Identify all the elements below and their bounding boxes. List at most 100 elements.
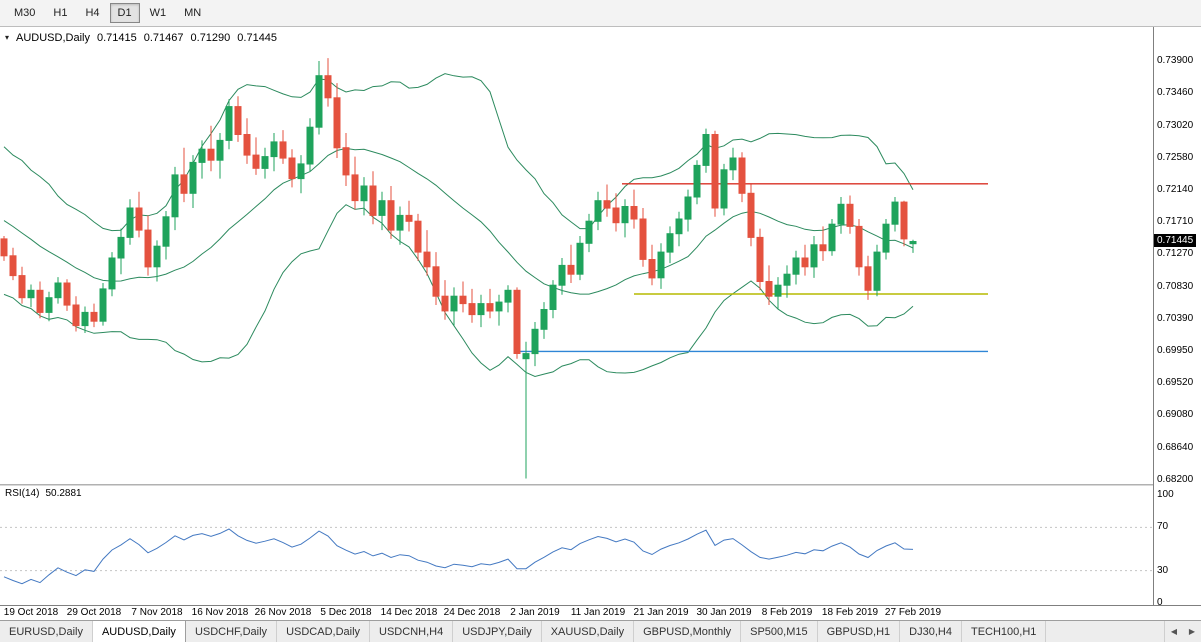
chart-menu-icon[interactable]: ▾ — [5, 33, 10, 42]
timeframe-button-h1[interactable]: H1 — [53, 7, 68, 19]
candle-body — [333, 97, 341, 149]
candle-body — [666, 233, 674, 253]
timeframe-bar: M30 H1 H4 D1 W1 MN — [0, 0, 1201, 27]
rsi-axis-label: 30 — [1157, 565, 1169, 576]
candle-body — [396, 214, 404, 231]
chart-tab-usdcnh-h4[interactable]: USDCNH,H4 — [370, 621, 454, 642]
candle-body — [342, 147, 350, 176]
chart-canvas[interactable] — [0, 27, 1153, 605]
candle-body — [180, 174, 188, 194]
price-axis-label: 0.69520 — [1157, 377, 1194, 388]
candle-body — [576, 242, 584, 275]
time-axis-label: 26 Nov 2018 — [254, 607, 312, 618]
candle-body — [549, 284, 557, 311]
price-axis-label: 0.72140 — [1157, 184, 1194, 195]
candle-body — [9, 255, 17, 277]
time-axis-label: 21 Jan 2019 — [633, 607, 689, 618]
candle-body — [540, 309, 548, 330]
price-axis-label: 0.71710 — [1157, 216, 1194, 227]
price-axis-label: 0.72580 — [1157, 152, 1194, 163]
time-axis-label: 19 Oct 2018 — [3, 607, 59, 618]
chart-tab-usdchf-daily[interactable]: USDCHF,Daily — [186, 621, 278, 642]
chart-tab-xauusd-daily[interactable]: XAUUSD,Daily — [542, 621, 635, 642]
candle-body — [225, 106, 233, 141]
chart-high: 0.71467 — [143, 32, 184, 44]
candle-body — [630, 206, 638, 220]
timeframe-button-mn[interactable]: MN — [184, 7, 202, 19]
chart-tab-sp500-m15[interactable]: SP500,M15 — [741, 621, 818, 642]
chart-tab-usdcad-daily[interactable]: USDCAD,Daily — [277, 621, 371, 642]
price-axis-label: 0.70830 — [1157, 281, 1194, 292]
price-axis-label: 0.69950 — [1157, 345, 1194, 356]
timeframe-button-w1[interactable]: W1 — [149, 7, 167, 19]
candle-body — [675, 218, 683, 235]
candle-body — [468, 303, 476, 316]
candle-body — [801, 257, 809, 268]
rsi-value: 50.2881 — [45, 488, 82, 499]
time-axis-label: 11 Jan 2019 — [570, 607, 626, 618]
chart-tab-gbpusd-h1[interactable]: GBPUSD,H1 — [818, 621, 901, 642]
price-axis[interactable]: 0.71445 0.73900 0.73460 0.73020 0.72580 0.72… — [1153, 27, 1201, 608]
candle-body — [54, 282, 62, 299]
candle-body — [837, 203, 845, 225]
time-axis-label: 2 Jan 2019 — [510, 607, 560, 618]
chart-tab-eurusd-daily[interactable]: EURUSD,Daily — [0, 621, 93, 642]
time-axis-label: 16 Nov 2018 — [191, 607, 249, 618]
candle-body — [99, 288, 107, 322]
candle-body — [36, 289, 44, 313]
candle-body — [243, 134, 251, 156]
candle-body — [738, 157, 746, 194]
candle-body — [45, 297, 53, 313]
chart-tab-tech100-h1[interactable]: TECH100,H1 — [962, 621, 1047, 642]
price-axis-label: 0.70390 — [1157, 313, 1194, 324]
candle-body — [378, 200, 386, 216]
candle-body — [756, 236, 764, 282]
candle-body — [162, 216, 170, 247]
pane-splitter[interactable] — [0, 484, 1153, 486]
rsi-axis-label: 100 — [1157, 489, 1174, 500]
candle-body — [702, 134, 710, 166]
candle-body — [513, 289, 521, 354]
candle-body — [216, 139, 224, 161]
timeframe-button-h4[interactable]: H4 — [85, 7, 100, 19]
candle-body — [828, 223, 836, 252]
candle-body — [711, 134, 719, 209]
candle-body — [612, 207, 620, 224]
chart-header: ▾ AUDUSD,Daily 0.71415 0.71467 0.71290 0… — [5, 32, 277, 44]
candle-body — [810, 244, 818, 268]
current-price-badge: 0.71445 — [1154, 234, 1197, 247]
candle-body — [171, 174, 179, 218]
chart-low: 0.71290 — [190, 32, 231, 44]
candle-body — [324, 75, 332, 99]
chart-tab-usdjpy-daily[interactable]: USDJPY,Daily — [453, 621, 542, 642]
candle-body — [486, 303, 494, 312]
price-axis-label: 0.73460 — [1157, 87, 1194, 98]
candle-body — [648, 259, 656, 279]
candle-body — [774, 284, 782, 297]
candle-body — [306, 126, 314, 165]
candle-body — [729, 157, 737, 171]
candle-body — [747, 192, 755, 238]
chart-tab-audusd-daily[interactable]: AUDUSD,Daily — [92, 621, 186, 642]
time-axis-label: 30 Jan 2019 — [696, 607, 752, 618]
time-axis-label: 14 Dec 2018 — [380, 607, 438, 618]
timeframe-button-m30[interactable]: M30 — [14, 7, 36, 19]
candle-body — [846, 203, 854, 227]
timeframe-button-d1[interactable]: D1 — [109, 3, 140, 23]
time-axis-label: 8 Feb 2019 — [761, 607, 813, 618]
chart-tab-gbpusd-monthly[interactable]: GBPUSD,Monthly — [634, 621, 742, 642]
candle-body — [900, 201, 908, 240]
candle-body — [153, 245, 161, 268]
time-axis-label: 5 Dec 2018 — [320, 607, 372, 618]
candle-body — [234, 106, 242, 135]
chart-open: 0.71415 — [96, 32, 137, 44]
rsi-name: RSI(14) — [5, 488, 40, 499]
tab-scroll-left-icon[interactable]: ◀ — [1170, 627, 1178, 636]
chart-tab-dj30-h4[interactable]: DJ30,H4 — [900, 621, 962, 642]
candle-body — [567, 264, 575, 275]
candle-body — [441, 295, 449, 312]
tab-scroll-right-icon[interactable]: ▶ — [1188, 627, 1196, 636]
candle-body — [720, 169, 728, 209]
time-axis[interactable]: 19 Oct 2018 29 Oct 2018 7 Nov 2018 16 Nov 2… — [0, 605, 1201, 620]
candle-body — [504, 289, 512, 303]
